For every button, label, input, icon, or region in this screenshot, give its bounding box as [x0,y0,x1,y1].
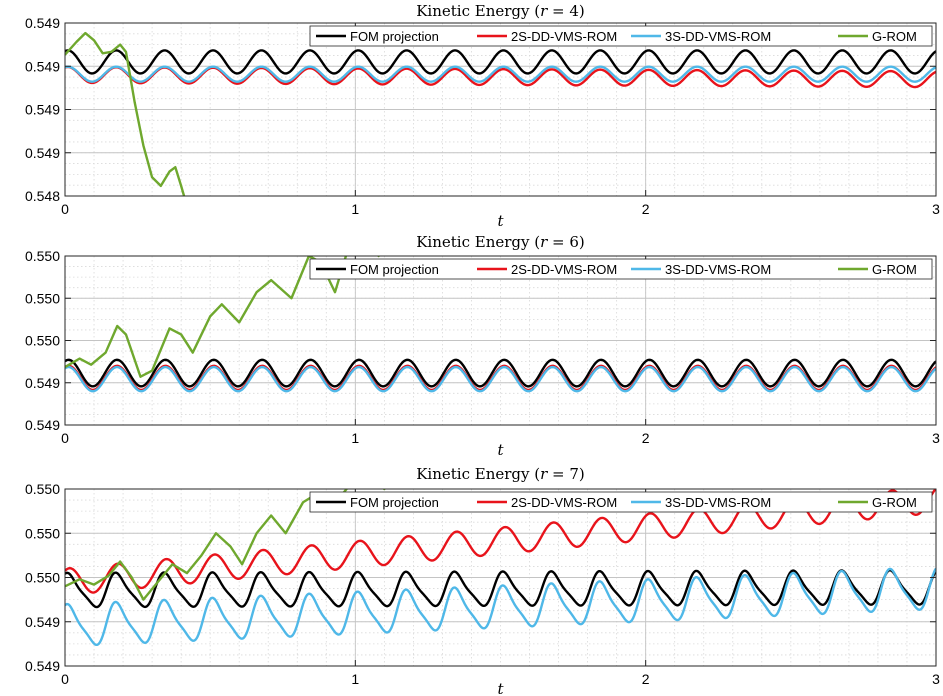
series-line-fom-projection [65,569,936,609]
y-tick-label: 0.550 [25,248,60,264]
y-tick-label: 0.549 [25,417,60,433]
chart-panel-3: 0 1 2 3 0.549 0.549 0.550 0.550 0.550 Kinetic Ene… [25,465,940,696]
x-tick-label: 2 [642,430,650,446]
legend-label: 3S-DD-VMS-ROM [665,29,771,44]
y-tick-label: 0.549 [25,658,60,674]
x-tick-label: 1 [351,201,359,217]
y-tick-label: 0.550 [25,525,60,541]
x-tick-label: 0 [61,201,69,217]
y-tick-label: 0.549 [25,58,60,74]
chart-panel-1: 0 1 2 3 0.548 0.549 0.549 0.549 0.549 Kinetic Ene… [25,2,940,230]
series-line-3s-dd-vms-rom [65,567,936,647]
legend-label: G-ROM [872,262,917,277]
chart-title: Kinetic Energy (r = 6) [416,233,585,251]
y-tick-label: 0.549 [25,102,60,118]
legend: FOM projection 2S-DD-VMS-ROM 3S-DD-VMS-ROM… [309,491,933,513]
chart-title: Kinetic Energy (r = 7) [416,465,585,483]
legend: FOM projection 2S-DD-VMS-ROM 3S-DD-VMS-ROM… [309,25,933,47]
y-tick-label: 0.550 [25,570,60,586]
x-tick-label: 1 [351,671,359,687]
x-tick-label: 3 [932,671,940,687]
series-line-fom-projection [65,358,936,388]
legend-box [309,25,933,47]
x-tick-label: 1 [351,430,359,446]
x-tick-label: 0 [61,671,69,687]
x-tick-label: 3 [932,430,940,446]
y-tick-label: 0.548 [25,188,60,204]
y-tick-label: 0.550 [25,333,60,349]
legend-label: G-ROM [872,29,917,44]
chart-title: Kinetic Energy (r = 4) [416,2,585,20]
legend-label: FOM projection [350,262,439,277]
y-tick-label: 0.550 [25,290,60,306]
series-group [65,31,936,196]
legend-label: FOM projection [350,29,439,44]
x-tick-label: 2 [642,201,650,217]
series-line-3s-dd-vms-rom [65,65,936,83]
legend-box [309,258,933,280]
x-axis-label: t [497,441,504,459]
series-line-3s-dd-vms-rom [65,365,936,393]
legend-label: 2S-DD-VMS-ROM [511,262,617,277]
y-tick-label: 0.549 [25,15,60,31]
y-tick-label: 0.550 [25,481,60,497]
legend-label: 2S-DD-VMS-ROM [511,29,617,44]
series-line-fom-projection [65,49,936,75]
series-group [65,256,936,393]
series-line-g-rom [65,256,380,378]
x-axis-label: t [497,680,504,696]
series-line-g-rom [65,31,186,196]
y-tick-label: 0.549 [25,614,60,630]
legend-label: 3S-DD-VMS-ROM [665,262,771,277]
legend: FOM projection 2S-DD-VMS-ROM 3S-DD-VMS-ROM… [309,258,933,280]
legend-label: G-ROM [872,495,917,510]
legend-box [309,491,933,513]
legend-label: 2S-DD-VMS-ROM [511,495,617,510]
chart-panel-2: 0 1 2 3 0.549 0.549 0.550 0.550 0.550 Kinetic Ene… [25,233,940,459]
x-tick-label: 2 [642,671,650,687]
x-tick-label: 3 [932,201,940,217]
y-tick-label: 0.549 [25,145,60,161]
legend-label: FOM projection [350,495,439,510]
x-axis-label: t [497,212,504,230]
legend-label: 3S-DD-VMS-ROM [665,495,771,510]
y-tick-label: 0.549 [25,375,60,391]
x-tick-label: 0 [61,430,69,446]
